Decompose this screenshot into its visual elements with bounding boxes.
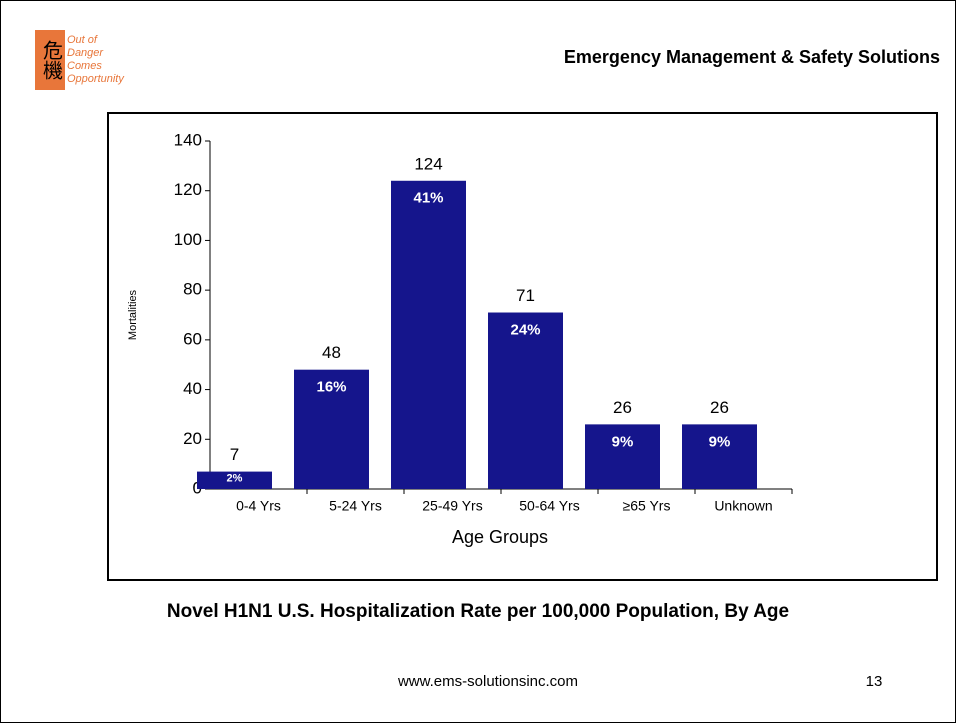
value-label: 71 bbox=[516, 286, 535, 305]
bar bbox=[682, 424, 757, 489]
share-label: 24% bbox=[510, 321, 540, 338]
y-tick-label: 120 bbox=[174, 180, 202, 199]
y-tick-label: 100 bbox=[174, 230, 202, 249]
share-label: 9% bbox=[709, 433, 731, 450]
y-tick-label: 80 bbox=[183, 280, 202, 299]
bar bbox=[488, 312, 563, 489]
logo-tagline: Comes bbox=[67, 60, 102, 72]
y-tick-label: 140 bbox=[174, 130, 202, 149]
bar bbox=[585, 424, 660, 489]
x-tick-label: 25-49 Yrs bbox=[422, 498, 482, 514]
x-tick-label: Unknown bbox=[714, 498, 772, 514]
share-label: 16% bbox=[316, 379, 346, 396]
y-tick-label: 20 bbox=[183, 429, 202, 448]
logo-tagline: Opportunity bbox=[67, 73, 125, 85]
share-label: 2% bbox=[227, 473, 243, 485]
bar bbox=[391, 180, 466, 489]
footer-url: www.ems-solutionsinc.com bbox=[397, 673, 578, 690]
x-tick-label: 0-4 Yrs bbox=[236, 498, 281, 514]
logo-tagline: Danger bbox=[67, 47, 104, 59]
x-tick-label: 5-24 Yrs bbox=[329, 498, 382, 514]
value-label: 26 bbox=[613, 398, 632, 417]
caption: Novel H1N1 U.S. Hospitalization Rate per… bbox=[167, 601, 789, 622]
bar bbox=[197, 471, 272, 489]
logo-box bbox=[35, 30, 65, 90]
value-label: 124 bbox=[414, 154, 442, 173]
y-axis-label: Mortalities bbox=[127, 289, 139, 340]
x-tick-label: 50-64 Yrs bbox=[519, 498, 579, 514]
value-label: 7 bbox=[230, 445, 239, 464]
y-tick-label: 60 bbox=[183, 329, 202, 348]
logo-tagline: Out of bbox=[67, 34, 98, 46]
y-tick-label: 40 bbox=[183, 379, 202, 398]
header-title: Emergency Management & Safety Solutions bbox=[564, 47, 940, 67]
page-number: 13 bbox=[866, 673, 883, 690]
bar bbox=[294, 369, 369, 489]
value-label: 48 bbox=[322, 343, 341, 362]
value-label: 26 bbox=[710, 398, 729, 417]
share-label: 41% bbox=[413, 190, 443, 207]
x-tick-label: ≥65 Yrs bbox=[623, 498, 671, 514]
logo-mark: 危機 bbox=[40, 40, 64, 80]
share-label: 9% bbox=[612, 433, 634, 450]
x-axis-label: Age Groups bbox=[452, 527, 548, 547]
